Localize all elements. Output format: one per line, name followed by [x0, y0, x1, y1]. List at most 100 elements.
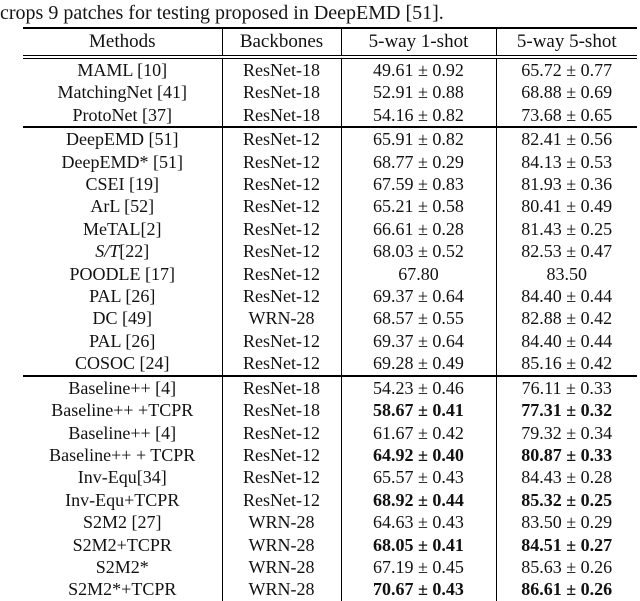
five-shot-cell: 77.31 ± 0.32	[495, 399, 637, 422]
method-cell: CSEI [19]	[85, 174, 160, 195]
table-row: MAML [10] ResNet-18 49.61 ± 0.92 65.72 ± 0.…	[23, 57, 637, 82]
table-row: MatchingNet [41] ResNet-18 52.91 ± 0.88 68.…	[23, 81, 637, 104]
method-cell: MatchingNet [41]	[57, 82, 187, 103]
five-shot-cell: 79.32 ± 0.34	[495, 421, 637, 444]
five-shot-cell: 84.40 ± 0.44	[495, 285, 637, 308]
one-shot-cell: 70.67 ± 0.43	[340, 578, 496, 601]
five-shot-cell: 84.43 ± 0.28	[495, 466, 637, 489]
backbone-cell: WRN-28	[221, 555, 341, 579]
table-row: S2M2+TCPR WRN-28 68.05 ± 0.41 84.51 ± 0.27	[23, 533, 637, 556]
table-row: DeepEMD [51] ResNet-12 65.91 ± 0.82 82.41 ±…	[23, 127, 637, 151]
method-cell: Baseline++ +TCPR	[51, 400, 194, 421]
method-cell: ArL [52]	[90, 196, 155, 217]
one-shot-cell: 52.91 ± 0.88	[340, 81, 496, 104]
table-row: MeTAL[2] ResNet-12 66.61 ± 0.28 81.43 ± 0.2…	[23, 217, 637, 241]
table-row: COSOC [24] ResNet-12 69.28 ± 0.49 85.16 ± 0…	[23, 352, 637, 376]
five-shot-cell: 80.87 ± 0.33	[495, 443, 637, 467]
one-shot-cell: 66.61 ± 0.28	[340, 217, 496, 241]
method-cell: Baseline++ [4]	[68, 422, 177, 443]
one-shot-cell: 68.77 ± 0.29	[340, 150, 496, 174]
method-cell: ProtoNet [37]	[72, 104, 172, 125]
table-row: DC [49] WRN-28 68.57 ± 0.55 82.88 ± 0.42	[23, 307, 637, 330]
five-shot-cell: 82.88 ± 0.42	[495, 307, 637, 330]
five-shot-cell: 85.32 ± 0.25	[495, 488, 637, 512]
five-shot-cell: 84.40 ± 0.44	[495, 329, 637, 353]
table-row: Baseline++ [4] ResNet-18 54.23 ± 0.46 76.11…	[23, 375, 637, 400]
five-shot-cell: 82.53 ± 0.47	[495, 240, 637, 263]
method-cell: S2M2+TCPR	[72, 534, 172, 555]
backbone-cell: ResNet-12	[221, 488, 341, 512]
one-shot-cell: 69.28 ± 0.49	[340, 352, 496, 376]
table-header-row: Methods Backbones 5-way 1-shot 5-way 5-s…	[23, 28, 637, 57]
table-row: POODLE [17] ResNet-12 67.80 83.50	[23, 262, 637, 286]
table-row: Baseline++ + TCPR ResNet-12 64.92 ± 0.40 80…	[23, 443, 637, 467]
backbone-cell: ResNet-12	[221, 443, 341, 467]
five-shot-cell: 83.50	[495, 262, 637, 286]
method-cell: DeepEMD [51]	[66, 129, 179, 150]
five-shot-cell: 80.41 ± 0.49	[495, 195, 637, 218]
five-shot-cell: 83.50 ± 0.29	[495, 511, 637, 534]
five-shot-cell: 85.63 ± 0.26	[495, 555, 637, 579]
backbone-cell: WRN-28	[221, 578, 341, 601]
one-shot-cell: 67.19 ± 0.45	[340, 555, 496, 579]
backbone-cell: WRN-28	[221, 307, 341, 330]
table-row: Inv-Equ[34] ResNet-12 65.57 ± 0.43 84.43 ± …	[23, 466, 637, 489]
results-table: Methods Backbones 5-way 1-shot 5-way 5-s…	[23, 27, 637, 601]
table-row: S/T[22] ResNet-12 68.03 ± 0.52 82.53 ± 0.47	[23, 240, 637, 263]
method-cell: PAL [26]	[89, 330, 156, 351]
one-shot-cell: 65.21 ± 0.58	[340, 195, 496, 218]
table-row: S2M2 [27] WRN-28 64.63 ± 0.43 83.50 ± 0.29	[23, 511, 637, 534]
column-header-methods: Methods	[89, 31, 156, 52]
table-row: S2M2*+TCPR WRN-28 70.67 ± 0.43 86.61 ± 0.26	[23, 578, 637, 601]
method-cell: S2M2*	[95, 556, 149, 577]
one-shot-cell: 67.59 ± 0.83	[340, 173, 496, 196]
five-shot-cell: 68.88 ± 0.69	[495, 81, 637, 104]
one-shot-cell: 68.92 ± 0.44	[340, 488, 496, 512]
one-shot-cell: 49.61 ± 0.92	[340, 57, 496, 82]
backbone-cell: ResNet-12	[221, 240, 341, 263]
backbone-cell: ResNet-12	[221, 217, 341, 241]
one-shot-cell: 65.91 ± 0.82	[340, 127, 496, 151]
backbone-cell: ResNet-12	[221, 195, 341, 218]
table-row: S2M2* WRN-28 67.19 ± 0.45 85.63 ± 0.26	[23, 555, 637, 579]
column-header-backbones: Backbones	[221, 28, 341, 57]
one-shot-cell: 69.37 ± 0.64	[340, 285, 496, 308]
one-shot-cell: 68.57 ± 0.55	[340, 307, 496, 330]
method-cell: DeepEMD* [51]	[61, 151, 183, 172]
paper-caption-text: crops 9 patches for testing proposed in …	[0, 2, 444, 24]
table-row: ArL [52] ResNet-12 65.21 ± 0.58 80.41 ± 0.4…	[23, 195, 637, 218]
five-shot-cell: 73.68 ± 0.65	[495, 103, 637, 128]
table-row: ProtoNet [37] ResNet-18 54.16 ± 0.82 73.68 …	[23, 103, 637, 128]
one-shot-cell: 54.23 ± 0.46	[340, 375, 496, 400]
one-shot-cell: 54.16 ± 0.82	[340, 103, 496, 128]
caligraphic-method-name: S/T	[95, 241, 120, 262]
backbone-cell: ResNet-12	[221, 466, 341, 489]
one-shot-cell: 68.03 ± 0.52	[340, 240, 496, 263]
backbone-cell: ResNet-18	[221, 399, 341, 422]
method-cell: POODLE [17]	[69, 263, 176, 284]
table-row: Inv-Equ+TCPR ResNet-12 68.92 ± 0.44 85.32 ±…	[23, 488, 637, 512]
method-cell: PAL [26]	[89, 286, 156, 307]
table-row: Baseline++ +TCPR ResNet-18 58.67 ± 0.41 77.…	[23, 399, 637, 422]
backbone-cell: ResNet-12	[221, 352, 341, 376]
method-cell: S2M2 [27]	[82, 512, 162, 533]
backbone-cell: ResNet-12	[221, 150, 341, 174]
backbone-cell: ResNet-18	[221, 81, 341, 104]
five-shot-cell: 84.51 ± 0.27	[495, 533, 637, 556]
method-cell: COSOC [24]	[74, 353, 170, 374]
one-shot-cell: 64.92 ± 0.40	[340, 443, 496, 467]
backbone-cell: WRN-28	[221, 511, 341, 534]
method-cell: DC [49]	[92, 308, 153, 329]
table-row: DeepEMD* [51] ResNet-12 68.77 ± 0.29 84.13 …	[23, 150, 637, 174]
five-shot-cell: 81.43 ± 0.25	[495, 217, 637, 241]
five-shot-cell: 65.72 ± 0.77	[495, 57, 637, 82]
column-header-5way-5shot: 5-way 5-shot	[495, 28, 637, 57]
backbone-cell: ResNet-12	[221, 285, 341, 308]
method-cell: Inv-Equ[34]	[77, 467, 167, 488]
backbone-cell: ResNet-18	[221, 375, 341, 400]
method-cell: S2M2*+TCPR	[68, 579, 177, 600]
one-shot-cell: 58.67 ± 0.41	[340, 399, 496, 422]
backbone-cell: ResNet-12	[221, 262, 341, 286]
five-shot-cell: 76.11 ± 0.33	[495, 375, 637, 400]
table-row: PAL [26] ResNet-12 69.37 ± 0.64 84.40 ± 0.4…	[23, 329, 637, 353]
